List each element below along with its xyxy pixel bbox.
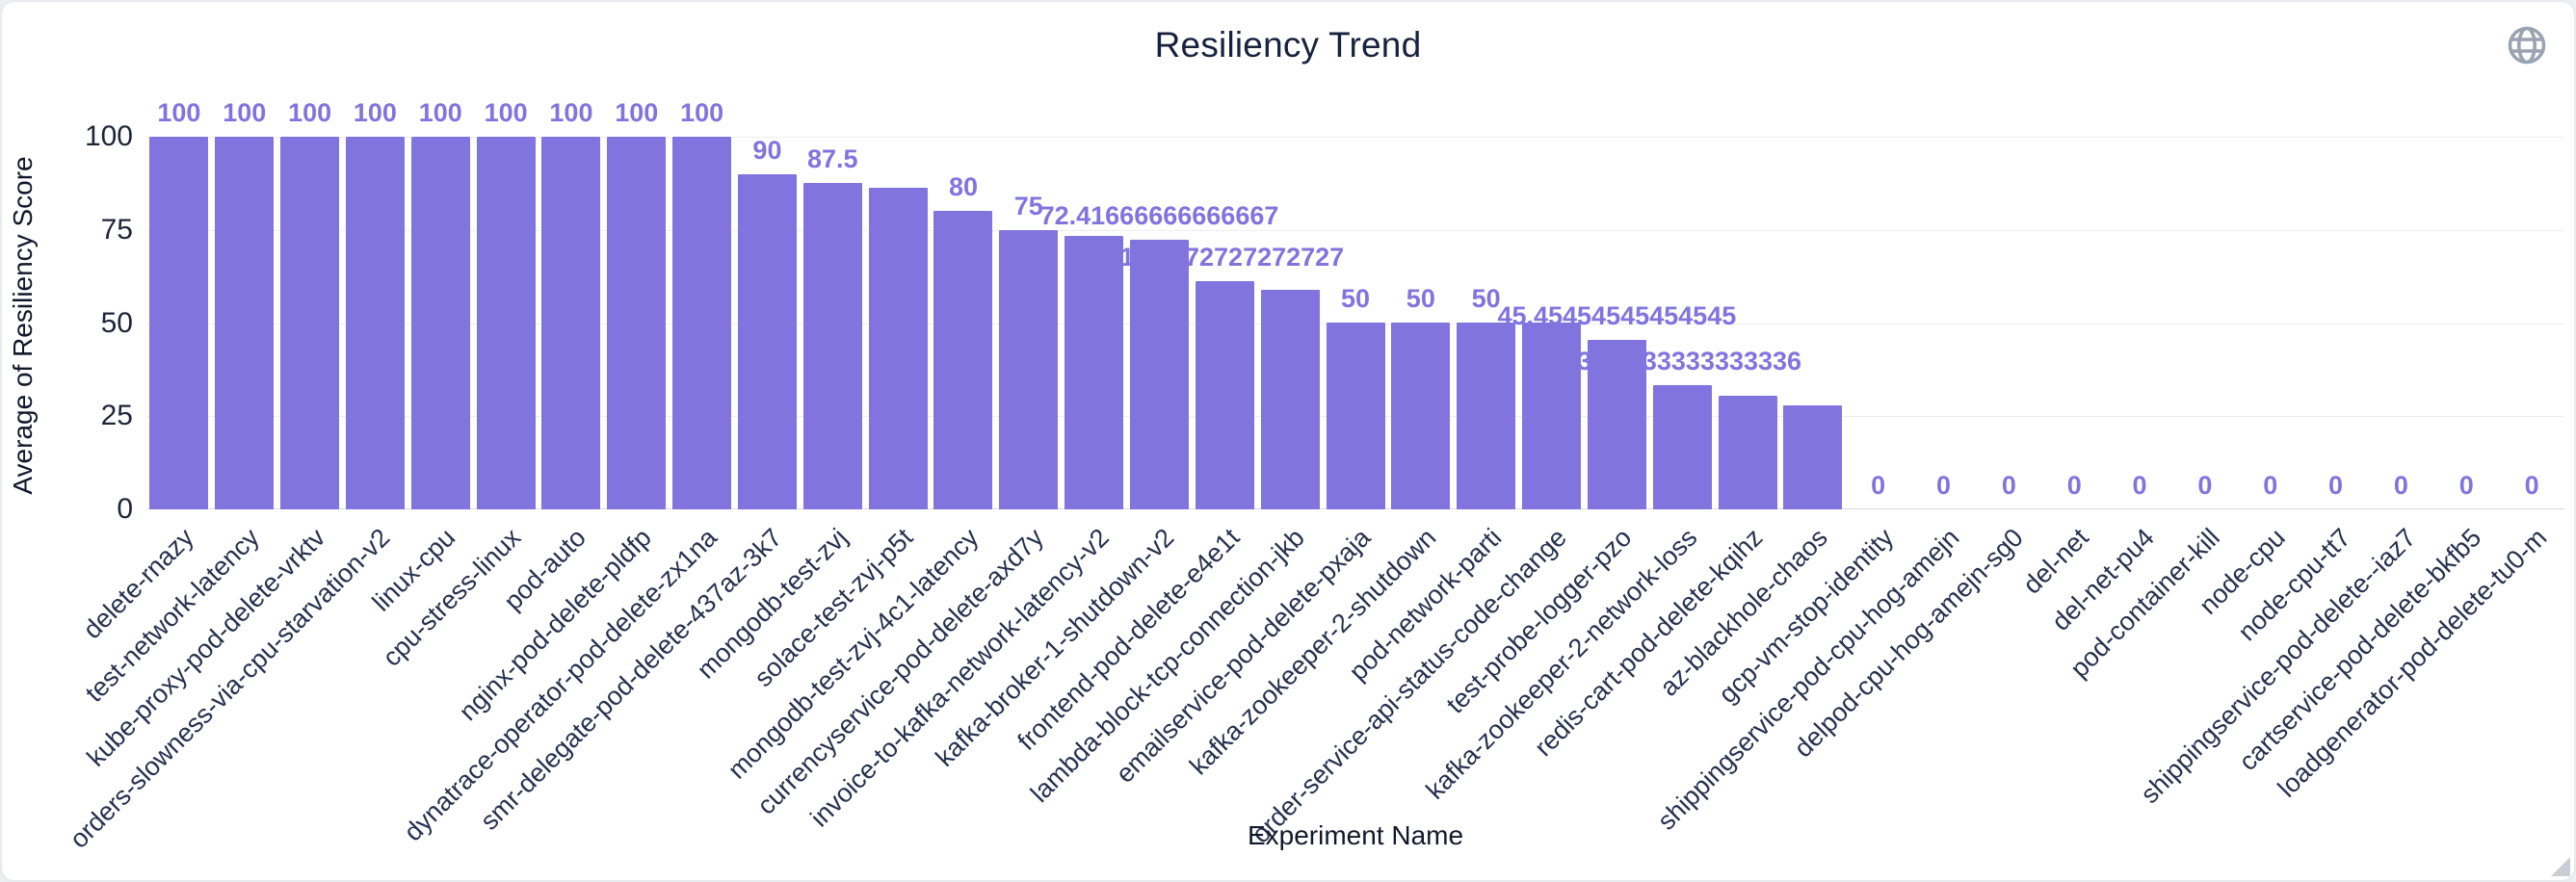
y-tick-label: 25 (100, 400, 133, 432)
bar-value-label: 0 (2263, 471, 2278, 500)
bar-value-label: 50 (1471, 284, 1501, 313)
bar[interactable] (1130, 240, 1189, 509)
bar[interactable] (541, 137, 600, 509)
plot-area: 100 100 100 100 100 100 100 100 100 90 87.5 80 75 72.… (146, 98, 2564, 509)
bar[interactable] (1261, 290, 1320, 509)
x-tick-label: shippingservice-pod-cpu-hog-amejn (1651, 523, 1965, 836)
resize-handle[interactable] (2551, 857, 2570, 876)
x-axis-labels: delete-rnazy test-network-latency kube-pro… (64, 523, 2564, 854)
bar-value-label: 90 (752, 136, 782, 165)
bar[interactable] (1522, 323, 1581, 509)
bar-value-label: 100 (157, 98, 201, 127)
bar-value-label: 50 (1340, 284, 1371, 313)
bar[interactable] (149, 137, 208, 509)
globe-icon (2505, 23, 2549, 67)
bar[interactable] (280, 137, 339, 509)
bar-value-label: 0 (2328, 471, 2344, 500)
bar-value-label: 100 (288, 98, 332, 127)
bar-value-label: 100 (418, 98, 462, 127)
bar-value-label: 100 (223, 98, 267, 127)
y-tick-label: 100 (84, 120, 133, 152)
bar[interactable] (215, 137, 274, 509)
bar-value-label: 100 (615, 98, 659, 127)
bar[interactable] (1327, 323, 1385, 509)
bar-value-label: 0 (2524, 471, 2539, 500)
bar[interactable] (607, 137, 666, 509)
bar-value-label: 0 (2132, 471, 2147, 500)
bar[interactable] (411, 137, 470, 509)
gridline (146, 137, 2564, 138)
bar-value-label: 0 (2393, 471, 2408, 500)
bar[interactable] (1653, 385, 1712, 509)
bar-value-label: 0 (2001, 471, 2016, 500)
bar[interactable] (1065, 236, 1123, 509)
bar-value-label: 100 (353, 98, 397, 127)
bar[interactable] (1588, 340, 1646, 509)
bar[interactable] (1719, 396, 1777, 509)
bar-value-label: 100 (549, 98, 593, 127)
bar-value-label: 0 (1871, 471, 1886, 500)
bar-value-label: 80 (948, 172, 978, 201)
bar-value-label: 75 (1013, 192, 1043, 220)
y-tick-label: 50 (100, 306, 133, 339)
bar-value-label: 87.5 (807, 144, 858, 173)
bar[interactable] (1783, 405, 1842, 509)
bar[interactable] (999, 230, 1058, 509)
chart-title: Resiliency Trend (1154, 25, 1422, 65)
x-axis-title: Experiment Name (1247, 820, 1464, 850)
bar[interactable] (738, 174, 797, 509)
bar-value-label: 0 (2066, 471, 2082, 500)
bar-value-label: 100 (484, 98, 528, 127)
y-tick-label: 0 (117, 493, 133, 525)
bar[interactable] (477, 137, 536, 509)
bar[interactable] (1457, 323, 1515, 509)
y-tick-label: 75 (100, 213, 133, 246)
bar-value-label: 0 (1936, 471, 1952, 500)
bar[interactable] (1391, 323, 1450, 509)
bar[interactable] (672, 137, 731, 509)
bar-value-label: 0 (2197, 471, 2213, 500)
bar[interactable] (869, 188, 928, 509)
bar-value-label: 100 (680, 98, 724, 127)
bar[interactable] (346, 137, 405, 509)
bar-value-label: 72.41666666666667 (1039, 201, 1279, 230)
bar[interactable] (1196, 281, 1254, 509)
gridline (146, 229, 2564, 231)
bar[interactable] (933, 211, 992, 509)
bar[interactable] (803, 183, 862, 509)
bar-value-label: 0 (2458, 471, 2474, 500)
bar-value-label: 50 (1406, 284, 1435, 313)
